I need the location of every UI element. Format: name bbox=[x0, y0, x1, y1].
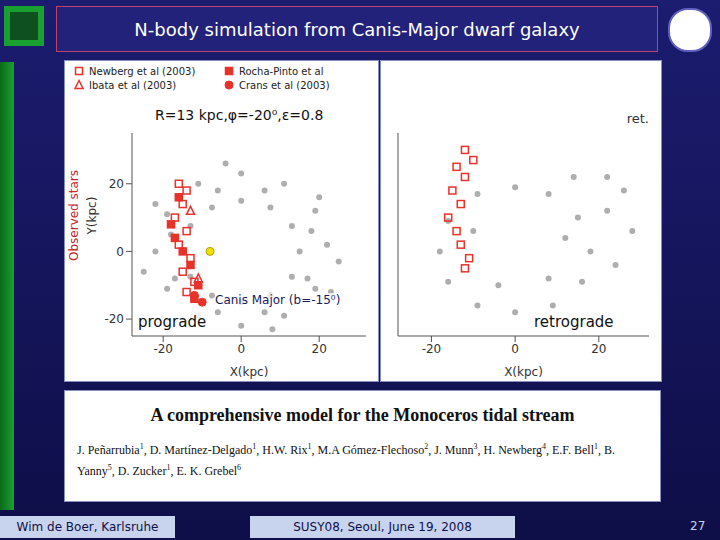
html-text:Canis Major (b=-15⁰): Canis Major (b=-15⁰) bbox=[215, 293, 341, 307]
html-text:Rocha-Pinto et al: Rocha-Pinto et al bbox=[239, 65, 324, 77]
html-text:prograde: prograde bbox=[138, 313, 207, 331]
svg-text:-20: -20 bbox=[104, 312, 124, 326]
svg-text:20: 20 bbox=[109, 177, 124, 191]
svg-text:-20: -20 bbox=[153, 342, 173, 356]
svg-text:0: 0 bbox=[116, 245, 124, 259]
svg-text:20: 20 bbox=[591, 342, 606, 356]
html-text:retrograde: retrograde bbox=[534, 313, 614, 331]
html-text:J. Peñarrubia1, D. Martínez-De: J. Peñarrubia1, D. Martínez-Delgado1, H.… bbox=[77, 442, 615, 478]
html-text:A comprehensive model for the: A comprehensive model for the Monoceros … bbox=[150, 405, 575, 425]
html-text:Observed stars: Observed stars bbox=[67, 170, 81, 261]
html-text:Newberg et al (2003): Newberg et al (2003) bbox=[89, 65, 196, 77]
html-text:ret.: ret. bbox=[626, 111, 649, 126]
html-text:Crans et al (2003): Crans et al (2003) bbox=[239, 79, 330, 91]
html-text:Ibata et al (2003): Ibata et al (2003) bbox=[89, 79, 177, 91]
svg-text:X(kpc): X(kpc) bbox=[230, 365, 269, 379]
svg-text:0: 0 bbox=[511, 342, 519, 356]
html-text:Wim de Boer, Karlsruhe: Wim de Boer, Karlsruhe bbox=[16, 520, 159, 534]
svg-text:X(kpc): X(kpc) bbox=[504, 365, 543, 379]
html-text:N-body simulation from Canis-M: N-body simulation from Canis-Major dwarf… bbox=[134, 18, 580, 40]
svg-text:Y(kpc): Y(kpc) bbox=[85, 197, 99, 236]
html-text:R=13 kpc,φ=-20⁰,ε=0.8: R=13 kpc,φ=-20⁰,ε=0.8 bbox=[155, 107, 324, 123]
svg-text:0: 0 bbox=[237, 342, 245, 356]
html-text:SUSY08, Seoul, June 19, 2008: SUSY08, Seoul, June 19, 2008 bbox=[293, 520, 472, 534]
svg-text:20: 20 bbox=[312, 342, 327, 356]
html-text:27: 27 bbox=[690, 519, 706, 533]
svg-text:-20: -20 bbox=[422, 342, 442, 356]
